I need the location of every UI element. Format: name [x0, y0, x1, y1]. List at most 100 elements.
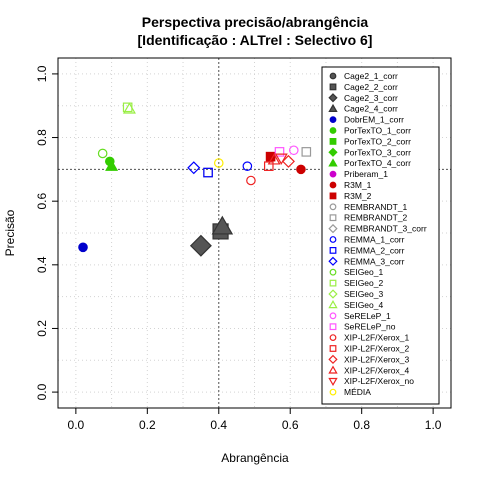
legend-marker	[329, 312, 337, 320]
data-point	[122, 102, 136, 114]
legend-entry: Cage2_1_corr	[344, 71, 398, 81]
x-axis: 0.0 0.2 0.4 0.6 0.8 1.0	[68, 407, 442, 432]
legend-entry: Cage2_4_corr	[344, 104, 398, 114]
data-point	[263, 161, 274, 171]
data-point	[281, 154, 295, 168]
x-tick-label: 0.0	[68, 418, 85, 432]
reference-lines	[58, 58, 451, 408]
data-point	[301, 147, 312, 157]
data-point	[97, 148, 108, 159]
chart-subtitle: [Identificação : ALTrel : Selectivo 6]	[138, 32, 373, 48]
legend-entry: REMMA_3_corr	[344, 256, 405, 266]
x-tick-label: 1.0	[425, 418, 442, 432]
chart-title: Perspectiva precisão/abrangência	[142, 14, 369, 30]
legend-entry: XIP-L2F/Xerox_1	[344, 333, 409, 343]
legend-marker	[328, 365, 338, 374]
legend-marker	[328, 158, 338, 167]
legend-marker	[329, 72, 337, 80]
legend-marker	[329, 83, 337, 91]
legend-entry: SEIGeo_1	[344, 267, 383, 277]
data-point	[211, 215, 234, 235]
legend-marker	[329, 268, 337, 276]
legend-entry: R3M_2	[344, 191, 372, 201]
legend-marker	[328, 256, 338, 266]
legend-marker	[328, 377, 338, 387]
data-point	[213, 158, 224, 168]
legend-box	[321, 66, 440, 405]
data-point	[189, 234, 212, 257]
legend-entry: XIP-L2F/Xerox_3	[344, 354, 409, 364]
legend-entry: R3M_1	[344, 180, 372, 190]
y-tick-label: 0.0	[35, 383, 49, 400]
data-points	[78, 102, 312, 257]
legend-entry: PorTexTO_4_corr	[344, 158, 411, 168]
data-point	[267, 153, 281, 165]
legend-entry: REMMA_2_corr	[344, 245, 405, 255]
legend-marker	[328, 354, 338, 365]
legend-marker	[329, 334, 337, 342]
legend-marker	[329, 116, 337, 123]
y-tick-label: 0.6	[35, 193, 49, 210]
legend-entry: SEIGeo_4	[344, 300, 383, 310]
legend-entry: Priberam_1	[344, 169, 388, 179]
data-point	[246, 175, 256, 186]
legend-entry: SeRELeP_no	[344, 322, 396, 332]
data-point	[274, 153, 288, 165]
legend-entry: SEIGeo_3	[344, 289, 383, 299]
legend-marker	[328, 147, 338, 157]
legend-marker	[329, 323, 337, 331]
x-axis-label: Abrangência	[221, 451, 289, 465]
legend-marker	[329, 388, 337, 396]
legend-marker	[329, 138, 337, 145]
legend-marker	[329, 181, 337, 189]
data-point	[288, 145, 299, 156]
x-tick-label: 0.6	[282, 418, 299, 432]
legend-entry: REMBRANDT_2	[344, 213, 408, 223]
y-axis-label: Precisão	[3, 209, 17, 256]
x-tick-label: 0.4	[210, 418, 227, 432]
legend-entry: PorTexTO_2_corr	[344, 136, 411, 146]
legend-marker	[329, 345, 337, 352]
data-point	[105, 159, 119, 171]
x-tick-label: 0.2	[139, 418, 156, 432]
legend-marker	[329, 203, 337, 211]
legend-marker	[329, 214, 337, 222]
legend-entry: Cage2_2_corr	[344, 82, 398, 92]
legend: Cage2_1_corrCage2_2_corrCage2_3_corrCage…	[321, 66, 440, 405]
legend-marker	[328, 103, 338, 113]
legend-marker	[328, 223, 338, 234]
legend-marker	[329, 279, 337, 287]
legend-entry: REMMA_1_corr	[344, 235, 405, 245]
legend-marker	[328, 289, 338, 299]
y-tick-label: 0.4	[35, 256, 49, 273]
legend-entry: XIP-L2F/Xerox_2	[344, 344, 409, 354]
legend-marker	[329, 170, 337, 178]
x-tick-label: 0.8	[353, 418, 370, 432]
legend-marker	[329, 236, 337, 243]
y-tick-label: 0.8	[35, 129, 49, 146]
legend-entry: XIP-L2F/Xerox_4	[344, 365, 409, 375]
legend-marker	[329, 247, 337, 254]
y-tick-label: 0.2	[35, 320, 49, 337]
data-point	[187, 161, 201, 175]
legend-marker	[328, 93, 338, 103]
legend-entry: XIP-L2F/Xerox_no	[344, 376, 414, 386]
legend-entry: SEIGeo_2	[344, 278, 383, 288]
data-point	[203, 167, 213, 178]
data-point	[242, 161, 253, 171]
legend-marker	[329, 127, 337, 134]
legend-entry: PorTexTO_3_corr	[344, 147, 411, 157]
legend-entry: SeRELeP_1	[344, 311, 391, 321]
legend-entry: PorTexTO_1_corr	[344, 126, 411, 136]
y-tick-label: 1.0	[35, 65, 49, 82]
legend-marker	[328, 300, 338, 309]
legend-entry: REMBRANDT_1	[344, 202, 408, 212]
legend-entry: Cage2_3_corr	[344, 93, 398, 103]
data-point	[78, 242, 88, 253]
y-axis: 0.0 0.2 0.4 0.6 0.8 1.0	[35, 65, 59, 400]
data-point	[274, 147, 285, 157]
legend-entry: MÉDIA	[344, 387, 371, 397]
legend-entry: REMBRANDT_3_corr	[344, 224, 427, 234]
data-point	[296, 164, 306, 175]
